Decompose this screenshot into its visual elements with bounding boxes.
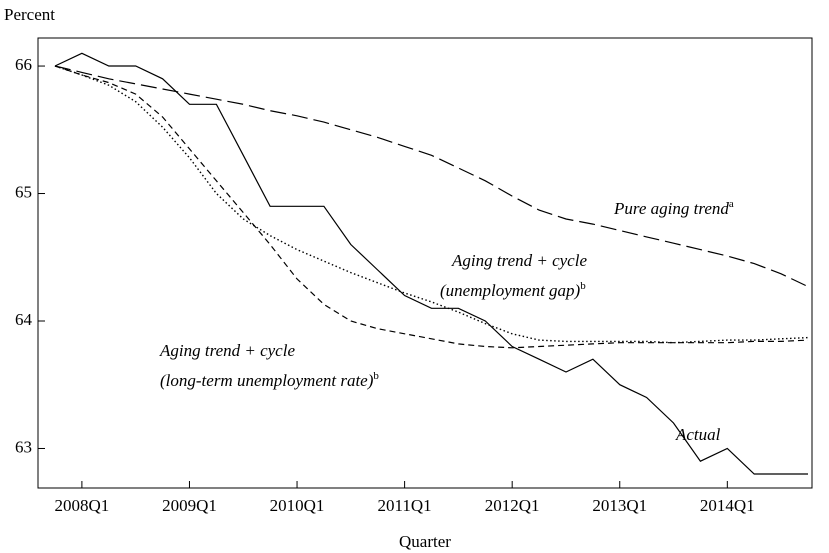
x-tick-label: 2008Q1	[55, 496, 110, 515]
series-label: Actual	[675, 425, 721, 444]
series-line	[54, 52, 808, 475]
x-tick-label: 2014Q1	[700, 496, 755, 515]
series-label-text: Actual	[675, 425, 721, 444]
series-label-text: Aging trend + cycle	[451, 251, 587, 270]
series-label: Aging trend + cycle	[159, 341, 295, 360]
series-label-superscript: a	[729, 198, 734, 210]
series-label-superscript: b	[580, 280, 586, 292]
plot-frame	[37, 37, 813, 489]
series-label: (long-term unemployment rate)b	[160, 370, 379, 390]
series-label-text: (long-term unemployment rate)	[160, 371, 374, 390]
series-label: (unemployment gap)b	[440, 280, 586, 300]
y-tick-label: 63	[15, 437, 32, 456]
y-axis-label: Percent	[4, 5, 55, 24]
series-line	[54, 65, 809, 288]
x-tick-label: 2010Q1	[270, 496, 325, 515]
y-tick-label: 64	[15, 310, 33, 329]
y-tick-label: 65	[15, 182, 32, 201]
x-tick-label: 2011Q1	[378, 496, 432, 515]
x-axis-label: Quarter	[399, 532, 451, 551]
series-line	[54, 65, 809, 349]
series-label-superscript: b	[373, 370, 379, 382]
series-label: Pure aging trenda	[613, 198, 734, 218]
y-tick-label: 66	[15, 55, 32, 74]
series-label-text: Pure aging trend	[613, 199, 729, 218]
x-tick-label: 2009Q1	[162, 496, 217, 515]
series-label-text: (unemployment gap)	[440, 281, 581, 300]
x-tick-label: 2013Q1	[592, 496, 647, 515]
series-label-text: Aging trend + cycle	[159, 341, 295, 360]
x-tick-label: 2012Q1	[485, 496, 540, 515]
series-label: Aging trend + cycle	[451, 251, 587, 270]
